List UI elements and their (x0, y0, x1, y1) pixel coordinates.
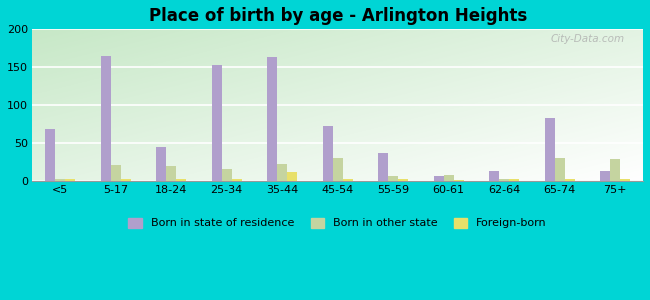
Bar (277, 164, 287, 181)
Bar (434, 176, 444, 181)
Bar (454, 180, 463, 181)
Bar (166, 166, 176, 181)
Bar (120, 179, 131, 181)
Bar (322, 126, 333, 181)
Bar (378, 153, 388, 181)
Bar (545, 118, 554, 181)
Bar (620, 179, 630, 181)
Bar (55, 178, 65, 181)
Bar (176, 179, 186, 181)
Bar (45, 129, 55, 181)
Bar (601, 171, 610, 181)
Bar (231, 178, 242, 181)
Bar (267, 57, 277, 181)
Bar (65, 179, 75, 181)
Text: City-Data.com: City-Data.com (551, 34, 625, 44)
Bar (222, 169, 231, 181)
Bar (489, 171, 499, 181)
Bar (287, 172, 297, 181)
Bar (343, 179, 353, 181)
Title: Place of birth by age - Arlington Heights: Place of birth by age - Arlington Height… (148, 7, 527, 25)
Bar (398, 179, 408, 181)
Bar (212, 65, 222, 181)
Bar (101, 56, 111, 181)
Bar (111, 165, 120, 181)
Bar (499, 178, 509, 181)
Bar (156, 147, 166, 181)
Bar (388, 176, 398, 181)
Bar (509, 179, 519, 181)
Bar (444, 175, 454, 181)
Bar (554, 158, 565, 181)
Bar (610, 159, 620, 181)
Bar (333, 158, 343, 181)
Bar (565, 179, 575, 181)
Legend: Born in state of residence, Born in other state, Foreign-born: Born in state of residence, Born in othe… (124, 213, 551, 233)
